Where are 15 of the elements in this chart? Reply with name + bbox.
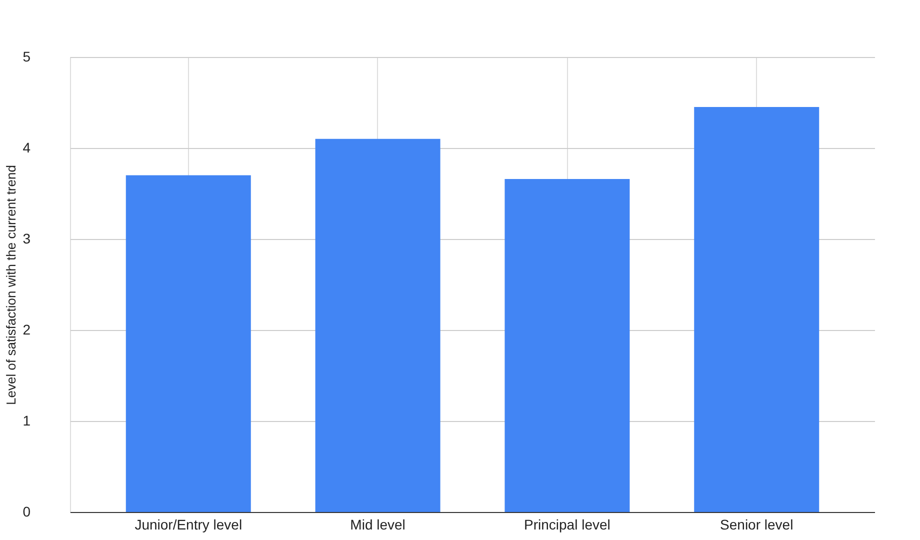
y-tick-label: 2	[22, 322, 31, 338]
y-tick-label: 0	[22, 504, 31, 520]
x-tick-label: Junior/Entry level	[134, 516, 242, 532]
x-tick-label: Mid level	[350, 516, 406, 532]
y-axis-title: Level of satisfaction with the current trend	[4, 165, 19, 405]
x-tick-label: Senior level	[720, 516, 794, 532]
y-tick-label: 3	[22, 230, 31, 246]
y-tick-label: 5	[22, 48, 31, 64]
x-tick-label: Principal level	[524, 516, 610, 532]
bar	[315, 138, 440, 512]
y-tick-label: 4	[22, 140, 31, 156]
bar	[504, 178, 630, 512]
bar	[126, 175, 251, 512]
bar	[694, 107, 820, 512]
y-tick-label: 1	[22, 412, 31, 428]
